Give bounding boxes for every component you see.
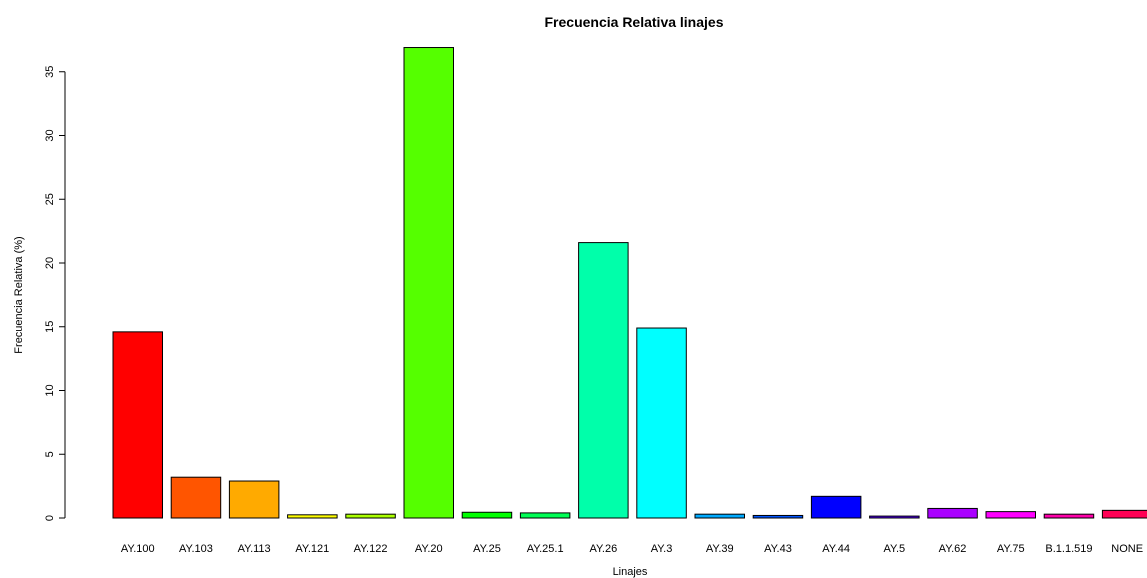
bar-b-1-1-519	[1043, 513, 1095, 519]
x-tick-label: NONE	[1111, 543, 1143, 555]
x-tick-label: AY.122	[354, 543, 388, 555]
x-axis-label: Linajes	[613, 566, 648, 578]
x-tick-label: AY.44	[822, 543, 850, 555]
y-tick-label: 35	[44, 66, 56, 78]
y-tick-label: 10	[44, 384, 56, 396]
bar-ay-75	[985, 511, 1036, 519]
x-tick-labels: AY.100 AY.103 AY.113 AY.121 AY.122 AY.20 AY.25…	[121, 543, 1143, 555]
y-tick-label: 30	[44, 129, 56, 141]
bar-ay-113	[228, 480, 280, 519]
x-tick-label: AY.113	[238, 543, 271, 555]
x-tick-label: AY.62	[939, 543, 967, 555]
bar-ay-26	[578, 242, 629, 519]
bar-ay-122	[345, 513, 396, 519]
x-tick-label: AY.20	[415, 543, 443, 555]
bar-ay-103	[170, 476, 222, 519]
y-tick-label: 0	[44, 515, 56, 521]
y-tick-label: 15	[44, 321, 56, 333]
bar-ay-25	[461, 511, 513, 519]
x-tick-label: AY.43	[764, 543, 792, 555]
bar-ay-121	[287, 514, 338, 519]
y-axis: 0 5 10 15 20 25 30 35	[44, 66, 66, 521]
x-tick-label: AY.121	[295, 543, 329, 555]
bars	[112, 47, 1147, 519]
bar-ay-44	[810, 495, 862, 519]
x-tick-label: AY.25.1	[527, 543, 564, 555]
bar-ay-3	[636, 327, 687, 519]
x-tick-label: AY.75	[997, 543, 1025, 555]
y-tick-label: 5	[44, 451, 56, 457]
bar-ay-100	[112, 331, 163, 519]
x-tick-label: AY.100	[121, 543, 155, 555]
y-axis-label: Frecuencia Relativa (%)	[13, 236, 25, 353]
x-tick-label: AY.26	[589, 543, 617, 555]
bar-ay-5	[869, 515, 920, 519]
bar-ay-25-1	[519, 512, 571, 519]
x-tick-label: AY.3	[651, 543, 673, 555]
bar-ay-39	[694, 513, 745, 519]
y-tick-label: 25	[44, 193, 56, 205]
bar-none	[1101, 509, 1147, 519]
bar-ay-62	[927, 507, 978, 519]
x-tick-label: B.1.1.519	[1045, 543, 1092, 555]
x-tick-label: AY.5	[884, 543, 906, 555]
x-tick-label: AY.103	[179, 543, 213, 555]
x-tick-label: AY.25	[473, 543, 501, 555]
x-tick-label: AY.39	[706, 543, 734, 555]
bar-ay-20	[403, 47, 454, 519]
bar-ay-43	[752, 514, 804, 519]
y-tick-label: 20	[44, 257, 56, 269]
chart-title: Frecuencia Relativa linajes	[545, 14, 724, 30]
